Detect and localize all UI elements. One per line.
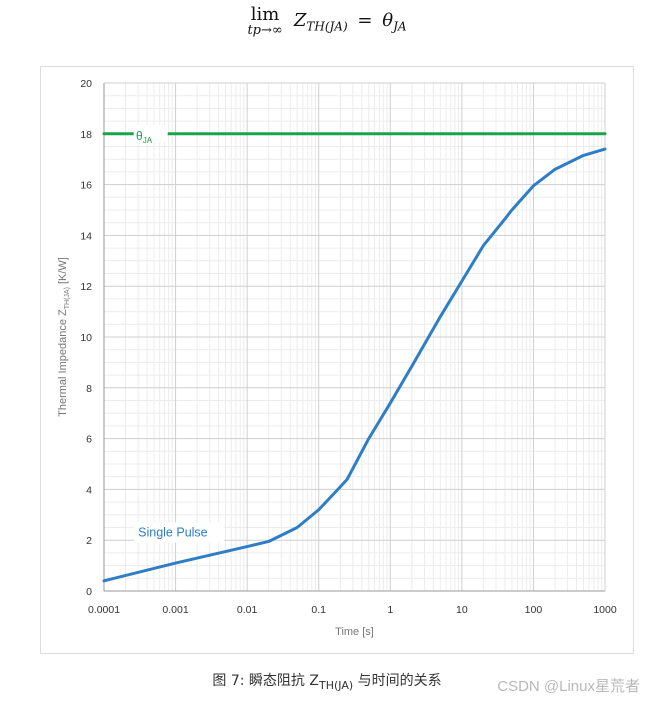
x-tick-label: 0.1 bbox=[311, 604, 326, 616]
y-tick-label: 18 bbox=[80, 129, 92, 141]
x-axis-label: Time [s] bbox=[335, 626, 374, 638]
x-tick-label: 1 bbox=[387, 604, 393, 616]
theta-symbol: θ bbox=[136, 129, 143, 143]
y-axis-label-sub: TH(JA) bbox=[64, 287, 71, 309]
single-pulse-label: Single Pulse bbox=[138, 525, 208, 539]
thermal-impedance-chart: 0.0001 0.001 0.01 0.1 1 10 100 1000 0 2 4 6 8 10 12 14 1… bbox=[57, 78, 617, 638]
caption-suffix: 与时间的关系 bbox=[353, 673, 442, 689]
caption-sub: TH(JA) bbox=[318, 678, 354, 692]
single-pulse-label-background bbox=[134, 522, 225, 543]
y-tick-label: 16 bbox=[80, 180, 92, 192]
formula-rhs-sub: JA bbox=[393, 19, 407, 34]
x-tick-label: 10 bbox=[456, 604, 468, 616]
y-tick-label: 4 bbox=[86, 484, 92, 496]
lim-subscript: tp→∞ bbox=[247, 23, 283, 38]
series-group bbox=[102, 132, 607, 583]
theta-label-background bbox=[133, 124, 168, 142]
formula-equals: = bbox=[357, 10, 373, 32]
theta-subscript: JA bbox=[143, 136, 153, 145]
x-tick-label: 100 bbox=[525, 604, 543, 616]
tick-labels: 0.0001 0.001 0.01 0.1 1 10 100 1000 0 2 4 6 8 10 12 14 1… bbox=[80, 78, 617, 616]
y-axis-label: Thermal Impedance ZTH(JA) [K/W] bbox=[57, 257, 71, 417]
chart-labels: Time [s] Thermal Impedance ZTH(JA) [K/W] θ… bbox=[57, 124, 374, 638]
figure-caption: 图 7: 瞬态阻抗 ZTH(JA) 与时间的关系 bbox=[0, 670, 654, 692]
x-tick-label: 0.0001 bbox=[88, 604, 120, 616]
axes bbox=[103, 83, 605, 592]
y-tick-label: 2 bbox=[86, 535, 92, 547]
lim-text: lim bbox=[250, 4, 280, 25]
formula-lhs-sub: TH(JA) bbox=[306, 19, 348, 34]
watermark: CSDN @Linux星荒者 bbox=[497, 678, 640, 695]
y-tick-label: 8 bbox=[86, 383, 92, 395]
caption-prefix: 图 7: 瞬态阻抗 Z bbox=[212, 673, 319, 689]
y-tick-label: 20 bbox=[80, 78, 92, 90]
x-tick-label: 0.001 bbox=[162, 604, 188, 616]
limit-operator: lim tp→∞ bbox=[247, 6, 282, 38]
single-pulse-curve bbox=[102, 147, 607, 583]
formula-rhs-var: θ bbox=[382, 10, 394, 32]
formula-expression: ZTH(JA) = θJA bbox=[294, 10, 407, 34]
x-tick-label: 0.01 bbox=[237, 604, 258, 616]
y-tick-label: 12 bbox=[80, 281, 92, 293]
y-tick-label: 0 bbox=[86, 586, 92, 598]
y-axis-label-main: Thermal Impedance Z bbox=[57, 309, 69, 417]
y-axis-label-unit: [K/W] bbox=[57, 257, 69, 287]
x-tick-label: 1000 bbox=[593, 604, 617, 616]
y-tick-label: 6 bbox=[86, 434, 92, 446]
y-tick-label: 14 bbox=[80, 230, 92, 242]
formula-lhs-var: Z bbox=[293, 10, 307, 32]
chart-frame: 0.0001 0.001 0.01 0.1 1 10 100 1000 0 2 4 6 8 10 12 14 1… bbox=[40, 66, 634, 654]
y-tick-label: 10 bbox=[80, 332, 92, 344]
formula: lim tp→∞ ZTH(JA) = θJA bbox=[0, 6, 654, 38]
theta-ja-label: θJA bbox=[136, 129, 153, 145]
